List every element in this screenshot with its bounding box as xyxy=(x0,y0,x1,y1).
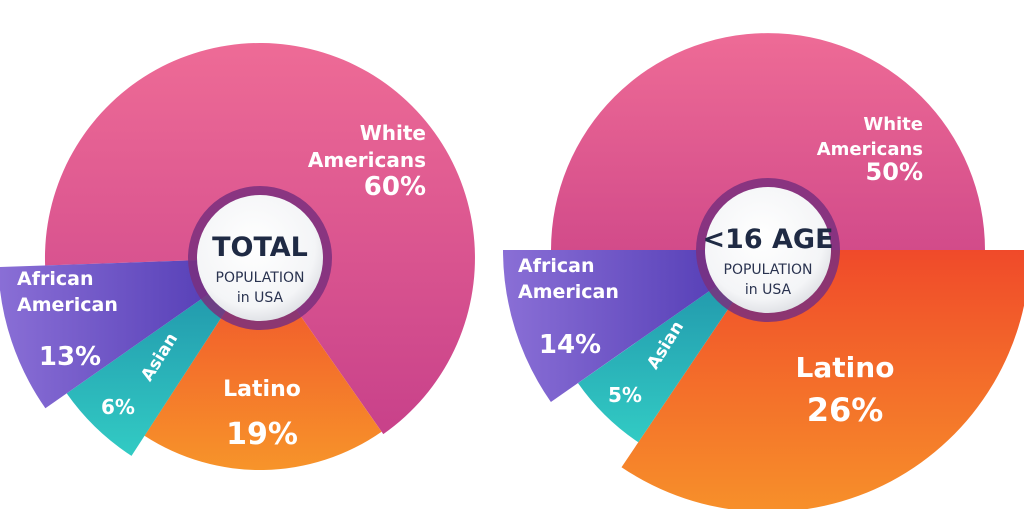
hub-title: <16 AGE xyxy=(702,224,833,255)
value-latino: 19% xyxy=(226,417,298,452)
value-african-american: 14% xyxy=(539,330,601,360)
under-16-population-chart: <16 AGE POPULATION in USA White Americans50%… xyxy=(503,33,1024,509)
label-african-american: American xyxy=(17,294,118,316)
value-asian: 6% xyxy=(101,395,135,419)
segment-latino xyxy=(621,250,1024,509)
value-african-american: 13% xyxy=(39,342,101,372)
label-african-american: African xyxy=(518,255,594,277)
hub-subtitle: POPULATION xyxy=(216,270,305,286)
value-white-americans: 60% xyxy=(364,172,426,202)
segment-african-american xyxy=(0,258,260,409)
value-asian: 5% xyxy=(608,383,642,407)
label-white-americans: Americans xyxy=(308,148,426,172)
label-white-americans: Americans xyxy=(817,139,923,160)
hub-subtitle: in USA xyxy=(745,282,792,298)
label-latino: Latino xyxy=(223,377,301,402)
hub-subtitle: in USA xyxy=(237,290,284,306)
segment-latino xyxy=(144,258,382,471)
label-african-american: African xyxy=(17,268,93,290)
hub-subtitle: POPULATION xyxy=(724,262,813,278)
label-white-americans: White xyxy=(863,114,923,135)
value-white-americans: 50% xyxy=(866,158,923,186)
hub-circle xyxy=(705,187,831,313)
hub-circle xyxy=(197,195,323,321)
label-african-american: American xyxy=(518,281,619,303)
value-latino: 26% xyxy=(807,391,884,429)
label-white-americans: White xyxy=(360,121,426,145)
hub-title: TOTAL xyxy=(212,232,308,263)
segment-white-americans xyxy=(551,33,985,250)
segment-african-american xyxy=(503,250,768,402)
label-latino: Latino xyxy=(796,351,895,384)
